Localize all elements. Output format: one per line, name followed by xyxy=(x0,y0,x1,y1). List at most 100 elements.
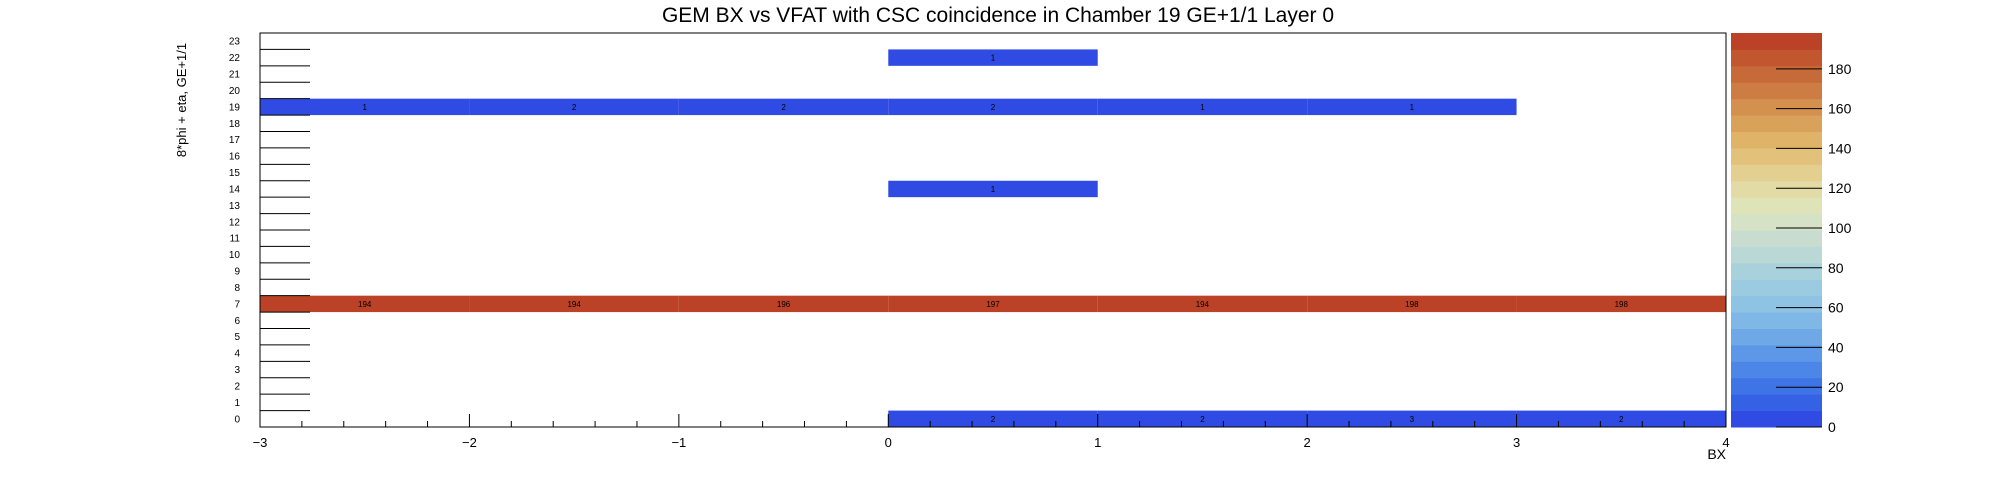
palette-tick-label: 60 xyxy=(1828,300,1844,316)
y-tick-label: 17 xyxy=(229,135,241,146)
palette-tick-label: 80 xyxy=(1828,260,1844,276)
cell-value-label: 2 xyxy=(1619,415,1624,424)
palette-swatch xyxy=(1731,82,1822,100)
palette-swatch xyxy=(1731,394,1822,412)
y-tick-label: 21 xyxy=(229,70,241,81)
palette-swatch xyxy=(1731,180,1822,198)
palette-swatch xyxy=(1731,197,1822,215)
y-tick-label: 12 xyxy=(229,217,241,228)
y-tick-label: 8 xyxy=(234,283,240,294)
y-tick-label: 16 xyxy=(229,152,241,163)
palette-swatch xyxy=(1731,147,1822,165)
palette-swatch xyxy=(1731,328,1822,346)
palette-swatch xyxy=(1731,295,1822,313)
palette-swatch xyxy=(1731,131,1822,149)
heatmap-cell xyxy=(260,295,470,313)
heatmap-cell xyxy=(1097,410,1308,427)
heatmap-cell xyxy=(678,98,889,116)
palette-swatch xyxy=(1731,33,1822,50)
y-tick-label: 15 xyxy=(229,168,241,179)
cell-value-label: 2 xyxy=(781,103,786,112)
y-tick-label: 6 xyxy=(234,316,240,327)
palette-swatch xyxy=(1731,115,1822,132)
cell-value-label: 2 xyxy=(991,103,996,112)
palette-swatch xyxy=(1731,361,1822,379)
cell-value-label: 198 xyxy=(1615,300,1629,309)
cell-value-label: 194 xyxy=(358,300,372,309)
x-tick-label: 4 xyxy=(1722,435,1729,450)
palette-tick-label: 140 xyxy=(1828,140,1852,156)
palette-swatch xyxy=(1731,230,1822,247)
palette-tick-label: 20 xyxy=(1828,379,1844,395)
heatmap-cell xyxy=(888,410,1098,427)
palette-swatch xyxy=(1731,279,1822,297)
heatmap-cell xyxy=(1307,410,1517,427)
palette-swatch xyxy=(1731,312,1822,329)
cell-value-label: 1 xyxy=(991,54,996,63)
x-tick-label: −3 xyxy=(253,435,268,450)
heatmap-cell xyxy=(1516,410,1726,427)
cell-value-label: 1 xyxy=(1200,103,1205,112)
heatmap-cell xyxy=(1307,295,1517,313)
x-tick-label: 0 xyxy=(885,435,892,450)
y-tick-label: 1 xyxy=(234,398,240,409)
y-tick-label: 23 xyxy=(229,37,241,48)
y-tick-label: 0 xyxy=(234,414,240,425)
palette-swatch xyxy=(1731,98,1822,116)
cell-value-label: 198 xyxy=(1405,300,1419,309)
palette-swatch xyxy=(1731,262,1822,280)
cell-value-label: 1 xyxy=(1410,103,1415,112)
cell-value-label: 3 xyxy=(1410,415,1415,424)
y-tick-label: 3 xyxy=(234,365,240,376)
y-tick-label: 11 xyxy=(230,234,241,245)
palette-swatch xyxy=(1731,164,1822,182)
palette-tick-label: 120 xyxy=(1828,180,1852,196)
cell-value-label: 1 xyxy=(991,185,996,194)
heatmap-cell xyxy=(678,295,889,313)
palette-swatch xyxy=(1731,49,1822,67)
heatmap-cell xyxy=(888,49,1098,66)
color-palette: 0 20 40 60 80 100 120 140 160 180 xyxy=(1731,33,1852,435)
x-tick-label: −1 xyxy=(671,435,686,450)
cell-value-label: 1 xyxy=(362,103,367,112)
palette-swatch xyxy=(1731,213,1822,231)
palette-swatch xyxy=(1731,377,1822,395)
y-tick-label: 20 xyxy=(229,86,241,97)
y-axis-label: 8*phi + eta, GE+1/1 xyxy=(174,43,189,157)
x-axis: −3 −2 −1 0 1 2 3 4 xyxy=(253,414,1730,450)
cell-value-label: 196 xyxy=(777,300,791,309)
heatmap-cell xyxy=(1307,98,1517,116)
palette-swatch xyxy=(1731,410,1822,428)
palette-swatch xyxy=(1731,246,1822,264)
palette-swatch xyxy=(1731,65,1822,83)
palette-tick-label: 180 xyxy=(1828,61,1852,77)
heatmap-cell xyxy=(469,295,679,313)
cell-value-label: 2 xyxy=(991,415,996,424)
x-tick-label: 2 xyxy=(1304,435,1311,450)
heatmap-cell xyxy=(260,98,470,116)
heatmap-cell xyxy=(888,180,1098,198)
y-tick-label: 2 xyxy=(234,381,240,392)
heatmap-cell xyxy=(1097,98,1308,116)
palette-tick-label: 0 xyxy=(1828,419,1836,435)
x-tick-label: −2 xyxy=(462,435,477,450)
palette-tick-label: 40 xyxy=(1828,339,1844,355)
heatmap-cell xyxy=(1097,295,1308,313)
y-tick-label: 22 xyxy=(229,53,241,64)
cell-value-label: 194 xyxy=(567,300,581,309)
y-tick-label: 4 xyxy=(234,349,240,360)
cells-layer: 1 1 2 2 2 1 1 1 194 194 196 197 194 198 198 2 2 3 2 xyxy=(260,49,1726,427)
cell-value-label: 2 xyxy=(1200,415,1205,424)
cell-value-label: 2 xyxy=(572,103,577,112)
palette-swatch xyxy=(1731,344,1822,362)
x-tick-label: 3 xyxy=(1513,435,1520,450)
heatmap-cell xyxy=(1516,295,1726,313)
palette-tick-label: 160 xyxy=(1828,101,1852,117)
plot-frame xyxy=(259,32,1727,428)
y-tick-label: 7 xyxy=(234,299,240,310)
cell-value-label: 194 xyxy=(1196,300,1210,309)
y-tick-label: 9 xyxy=(234,267,240,278)
